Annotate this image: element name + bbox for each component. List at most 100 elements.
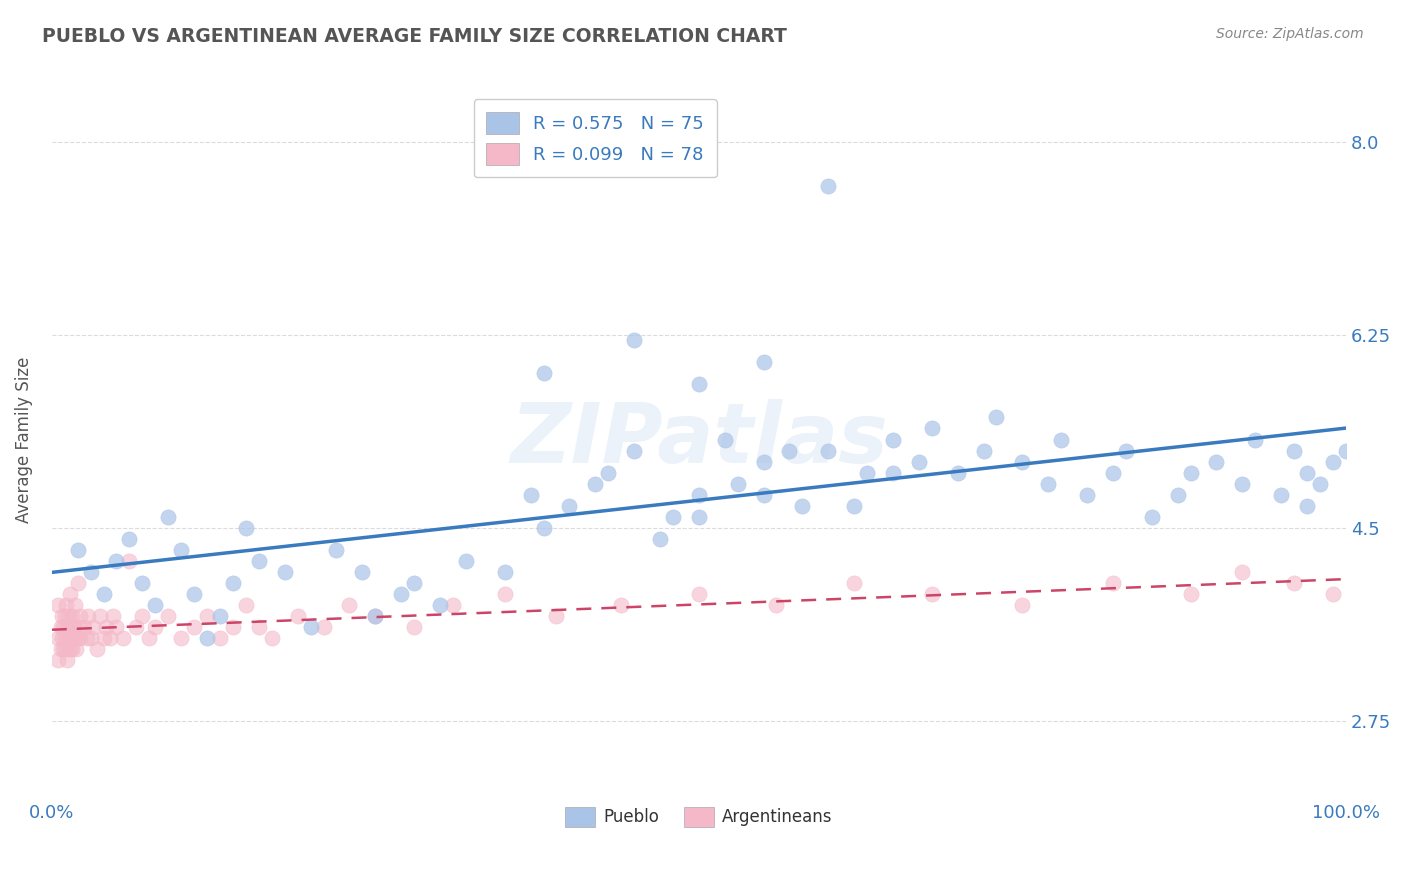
Point [817, 178, 839, 193]
Point [62, 620, 84, 634]
Point [46, 631, 69, 645]
Point [533, 521, 555, 535]
Point [247, 620, 270, 634]
Point [1180, 466, 1202, 480]
Point [1011, 598, 1033, 612]
Legend: Pueblo, Argentineans: Pueblo, Argentineans [558, 800, 839, 834]
Point [101, 609, 124, 624]
Point [235, 598, 257, 612]
Point [1167, 488, 1189, 502]
Point [1232, 476, 1254, 491]
Point [93, 587, 115, 601]
Point [842, 576, 865, 591]
Point [1076, 488, 1098, 502]
Point [765, 598, 787, 612]
Point [856, 466, 879, 480]
Point [67, 620, 90, 634]
Point [1296, 499, 1319, 513]
Point [429, 598, 451, 612]
Point [170, 631, 193, 645]
Point [519, 488, 541, 502]
Point [623, 333, 645, 347]
Point [143, 598, 166, 612]
Point [287, 609, 309, 624]
Point [55, 598, 77, 612]
Point [66, 576, 89, 591]
Point [46, 598, 69, 612]
Point [60, 620, 83, 634]
Point [1270, 488, 1292, 502]
Point [946, 466, 969, 480]
Point [882, 433, 904, 447]
Point [404, 576, 426, 591]
Point [63, 598, 86, 612]
Point [688, 377, 710, 392]
Point [921, 587, 943, 601]
Point [52, 620, 75, 634]
Point [66, 542, 89, 557]
Point [69, 609, 91, 624]
Point [752, 454, 775, 468]
Point [86, 642, 108, 657]
Point [1140, 509, 1163, 524]
Point [842, 499, 865, 513]
Point [1322, 587, 1344, 601]
Point [986, 410, 1008, 425]
Point [778, 443, 800, 458]
Point [1102, 576, 1125, 591]
Point [49, 620, 72, 634]
Point [299, 620, 322, 634]
Point [58, 631, 80, 645]
Point [208, 631, 231, 645]
Point [1322, 454, 1344, 468]
Point [183, 587, 205, 601]
Point [170, 542, 193, 557]
Point [98, 631, 121, 645]
Point [1205, 454, 1227, 468]
Point [273, 565, 295, 579]
Point [195, 631, 218, 645]
Point [688, 587, 710, 601]
Point [546, 609, 568, 624]
Point [1011, 454, 1033, 468]
Point [222, 576, 245, 591]
Point [623, 443, 645, 458]
Point [921, 421, 943, 435]
Point [1309, 476, 1331, 491]
Point [51, 609, 73, 624]
Point [1102, 466, 1125, 480]
Y-axis label: Average Family Size: Average Family Size [15, 356, 32, 523]
Point [58, 609, 80, 624]
Point [131, 609, 153, 624]
Point [1038, 476, 1060, 491]
Point [1244, 433, 1267, 447]
Point [208, 609, 231, 624]
Point [1296, 466, 1319, 480]
Point [51, 631, 73, 645]
Point [49, 642, 72, 657]
Point [89, 609, 111, 624]
Point [688, 488, 710, 502]
Point [662, 509, 685, 524]
Point [118, 532, 141, 546]
Point [60, 631, 83, 645]
Point [1334, 443, 1357, 458]
Point [973, 443, 995, 458]
Point [752, 488, 775, 502]
Point [389, 587, 412, 601]
Point [79, 565, 101, 579]
Point [63, 631, 86, 645]
Point [312, 620, 335, 634]
Point [77, 609, 100, 624]
Point [111, 631, 134, 645]
Point [131, 576, 153, 591]
Point [325, 542, 347, 557]
Point [105, 554, 128, 568]
Point [143, 620, 166, 634]
Point [59, 642, 82, 657]
Point [1282, 443, 1305, 458]
Point [727, 476, 749, 491]
Point [404, 620, 426, 634]
Point [260, 631, 283, 645]
Point [59, 587, 82, 601]
